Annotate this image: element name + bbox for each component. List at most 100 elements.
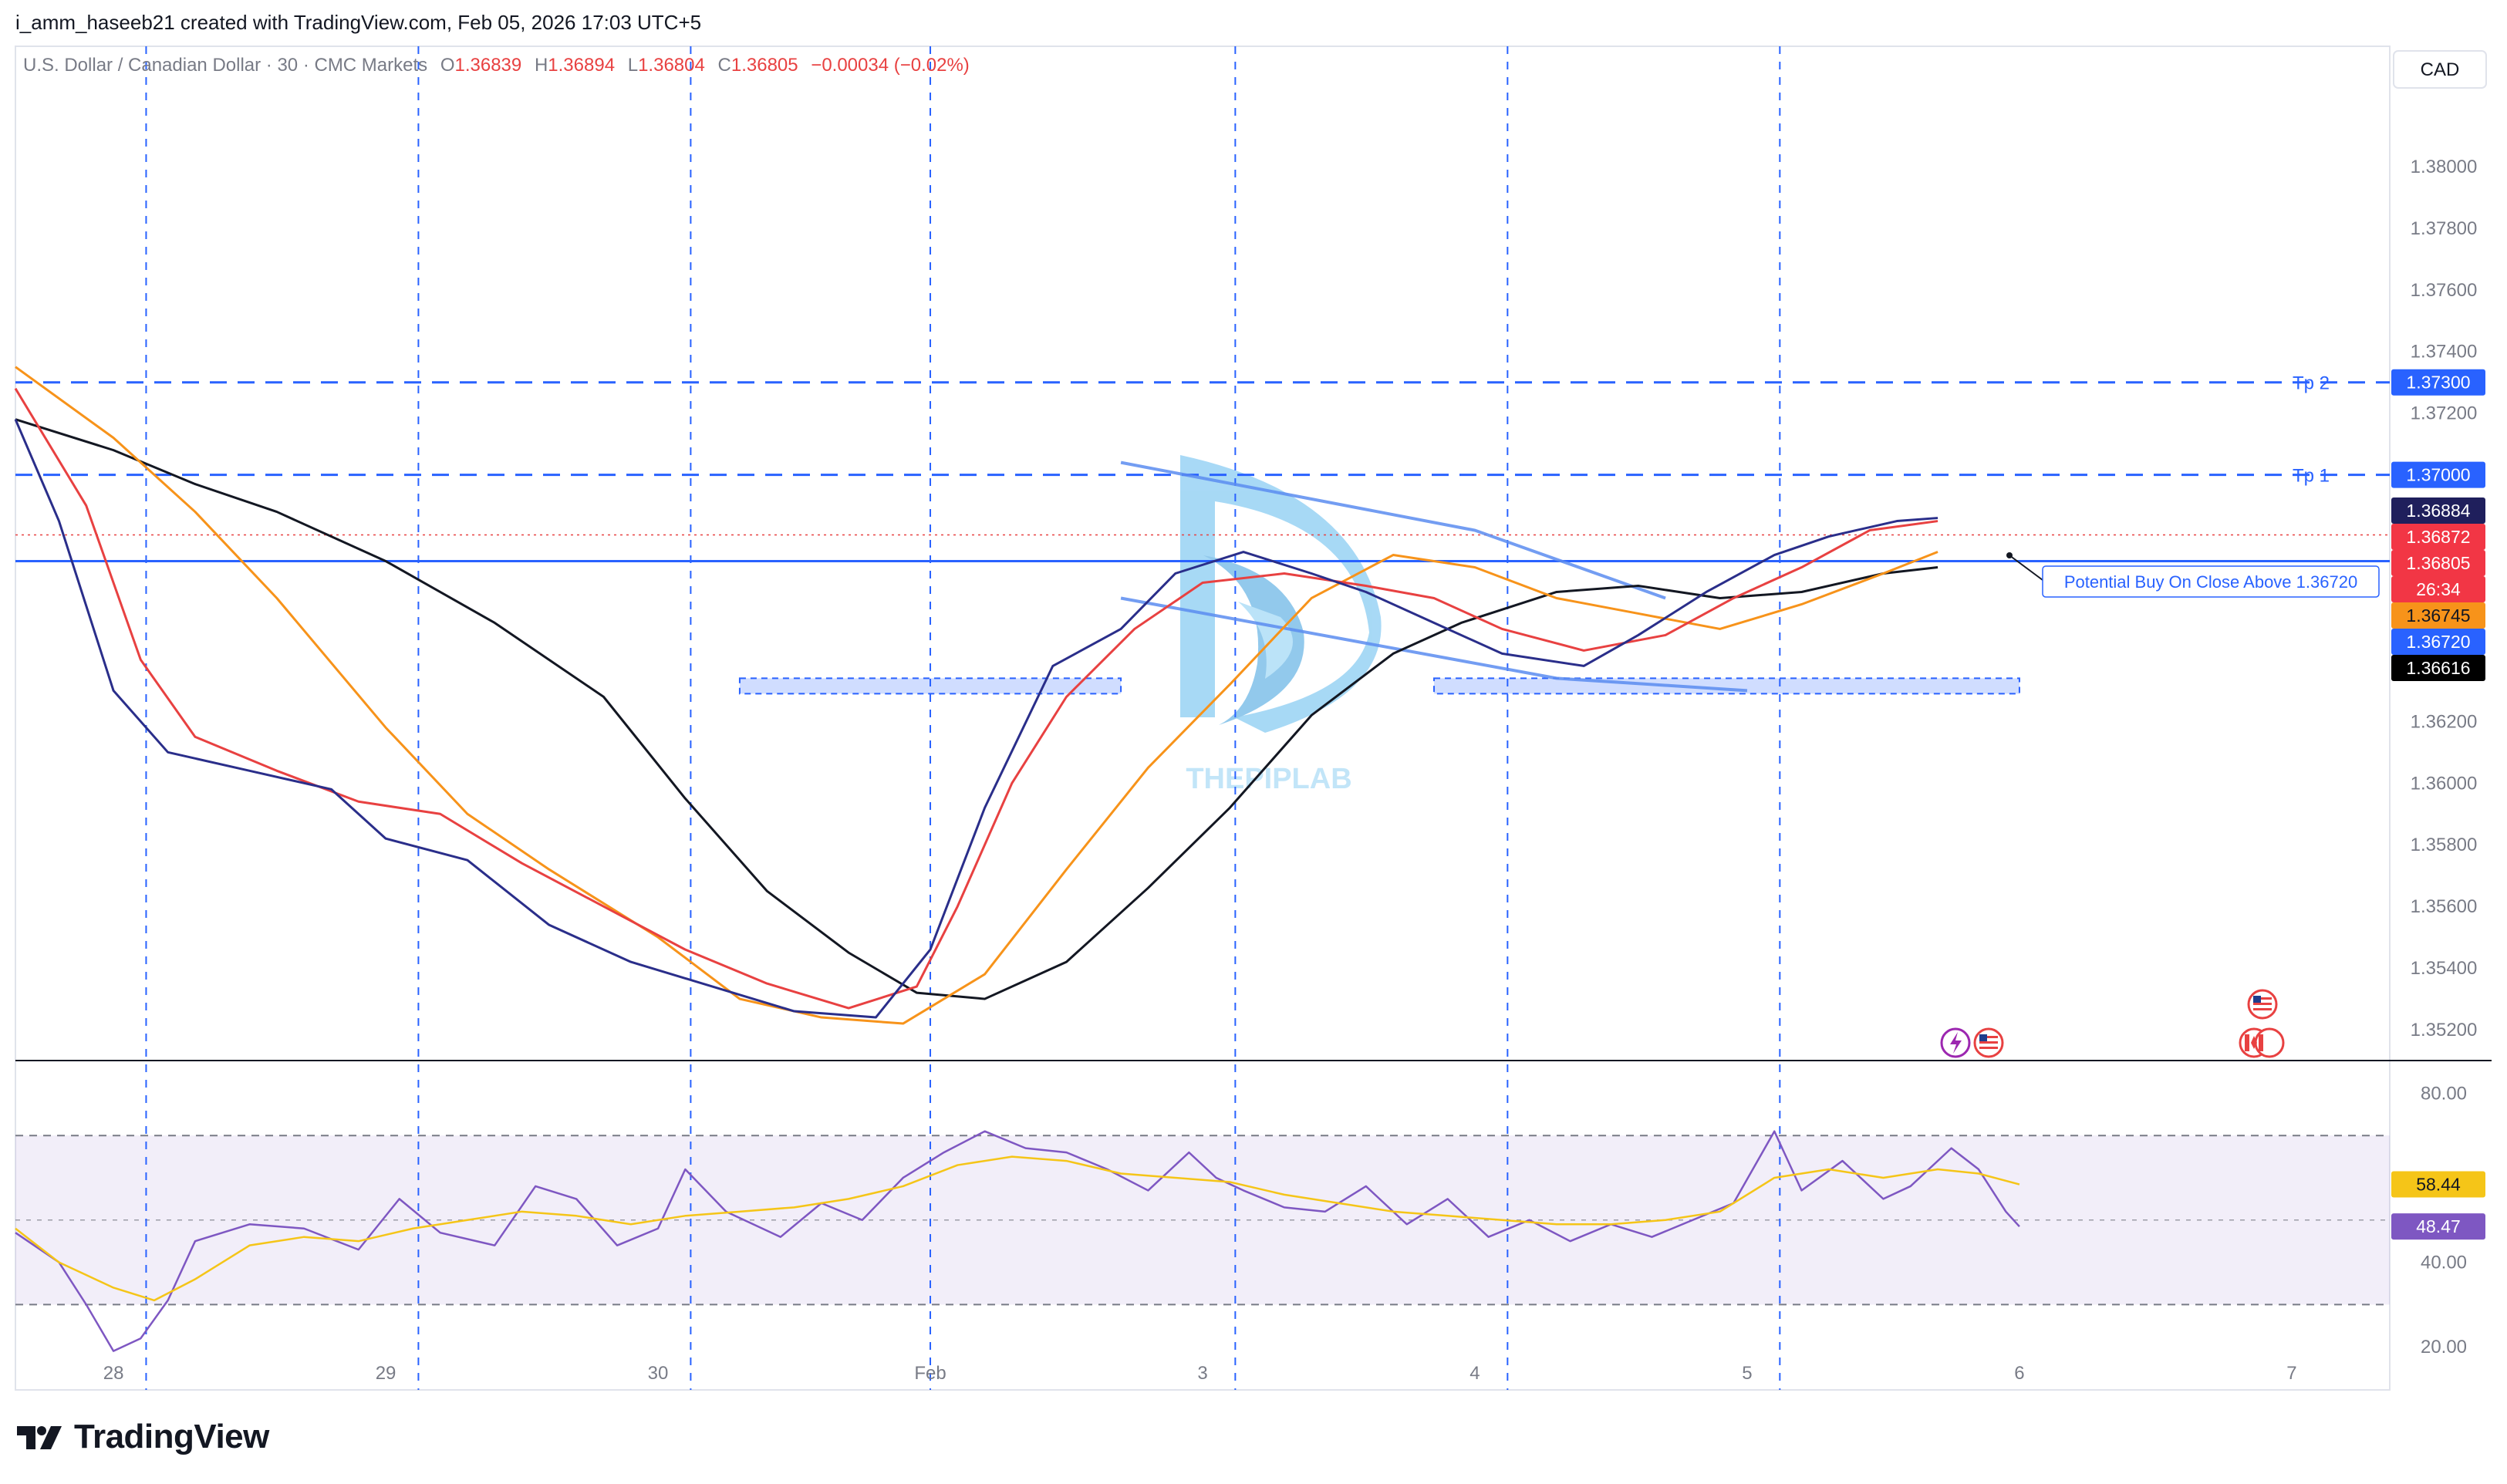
price-tick-label: 1.36000 — [2411, 773, 2478, 794]
us-flag-icon[interactable] — [2247, 989, 2278, 1020]
open-value: 1.36839 — [455, 55, 522, 76]
support-zones — [738, 677, 2020, 695]
price-tick-label: 1.38000 — [2411, 157, 2478, 177]
rsi-band — [15, 1135, 2390, 1306]
price-tick-label: 1.37200 — [2411, 403, 2478, 424]
canada-flag-icon[interactable] — [2239, 1027, 2285, 1058]
price-tick-label: 1.35200 — [2411, 1020, 2478, 1040]
price-label-text: 1.36720 — [2406, 632, 2470, 652]
annotation-callout[interactable]: Potential Buy On Close Above 1.36720 — [2006, 552, 2380, 598]
price-label-text: 1.36616 — [2406, 658, 2470, 678]
close-value: 1.36805 — [731, 55, 798, 76]
rsi-tick-label: 20.00 — [2421, 1337, 2467, 1358]
rsi-tick-label: 80.00 — [2421, 1083, 2467, 1104]
price-axis[interactable]: 1.380001.378001.376001.374001.372001.364… — [2411, 157, 2478, 1040]
price-label-box — [2391, 654, 2485, 681]
price-tick-label: 1.37400 — [2411, 342, 2478, 363]
rsi-tick-label: 40.00 — [2421, 1253, 2467, 1273]
rsi-axis[interactable]: 80.00 40.00 20.00 58.44 48.47 — [2391, 1083, 2485, 1358]
rsi-value-text: 48.47 — [2416, 1216, 2461, 1236]
time-tick-label: 7 — [2286, 1363, 2296, 1384]
time-tick-label: 3 — [1197, 1363, 1207, 1384]
symbol-legend[interactable]: U.S. Dollar / Canadian Dollar · 30 · CMC… — [23, 55, 970, 76]
wedge-lower-line — [1120, 596, 1748, 693]
close-label: C — [718, 55, 731, 76]
symbol-name: U.S. Dollar / Canadian Dollar · 30 · CMC… — [23, 55, 427, 76]
price-label-box — [2391, 628, 2485, 655]
target-label: Tp 2 — [2293, 373, 2330, 394]
price-label-box — [2391, 549, 2485, 576]
low-label: L — [628, 55, 638, 76]
price-label-box — [2391, 369, 2485, 396]
economic-events[interactable] — [1940, 989, 2285, 1058]
moving-average-line — [14, 419, 1938, 1019]
price-tick-label: 1.36200 — [2411, 711, 2478, 732]
price-label-text: 1.37300 — [2406, 373, 2470, 393]
us-flag-icon[interactable] — [1973, 1027, 2004, 1058]
moving-average-line — [14, 387, 1938, 1010]
time-tick-label: 29 — [376, 1363, 396, 1384]
reference-lines — [15, 381, 2390, 563]
price-label-text: 1.36805 — [2406, 553, 2470, 573]
price-label-text: 1.37000 — [2406, 465, 2470, 485]
change-value: −0.00034 (−0.02%) — [811, 55, 970, 76]
price-label-text: 26:34 — [2416, 579, 2461, 599]
high-value: 1.36894 — [548, 55, 615, 76]
price-tick-label: 1.37800 — [2411, 218, 2478, 239]
price-label-text: 1.36745 — [2406, 605, 2470, 626]
support-zone — [738, 677, 1122, 695]
price-label-box — [2391, 461, 2485, 488]
low-value: 1.36804 — [638, 55, 705, 76]
currency-button[interactable]: CAD — [2393, 50, 2487, 89]
price-labels: 1.37300 1.37000 1.36884 1.36872 1.36805 26:34… — [2391, 369, 2485, 681]
moving-average-line — [15, 366, 1938, 1025]
price-label-box — [2391, 602, 2485, 629]
time-tick-label: 6 — [2014, 1363, 2024, 1384]
price-tick-label: 1.35600 — [2411, 896, 2478, 917]
time-tick-label: Feb — [914, 1363, 946, 1384]
time-tick-label: 30 — [648, 1363, 669, 1384]
brand-name: TradingView — [74, 1418, 269, 1455]
tradingview-logo-icon — [17, 1426, 62, 1449]
rsi-background — [15, 1135, 2390, 1305]
time-axis[interactable]: 28 29 30 Feb 3 4 5 6 7 — [103, 1363, 2297, 1384]
high-label: H — [535, 55, 548, 76]
time-tick-label: 5 — [1742, 1363, 1752, 1384]
moving-average-line — [15, 418, 1938, 1000]
open-label: O — [440, 55, 455, 76]
rsi-series-line — [15, 1155, 2020, 1302]
rsi-value-box — [2391, 1171, 2485, 1198]
price-label-text: 1.36884 — [2406, 501, 2470, 521]
price-label-box — [2391, 497, 2485, 524]
annotation-anchor — [2006, 552, 2013, 558]
svg-text:CAD: CAD — [2421, 59, 2460, 80]
price-label-box — [2391, 575, 2485, 602]
rsi-series-line — [15, 1130, 2020, 1352]
support-zone — [1433, 677, 2020, 695]
svg-text:U.S. Dollar / Canadian Dollar: U.S. Dollar / Canadian Dollar · 30 · CMC… — [23, 55, 970, 76]
reference-labels: Tp 2 Tp 1 — [2293, 373, 2330, 487]
event-flash-icon[interactable] — [1940, 1027, 1971, 1058]
price-tick-label: 1.35800 — [2411, 835, 2478, 855]
target-label: Tp 1 — [2293, 466, 2330, 487]
tradingview-brand[interactable]: TradingView — [17, 1418, 269, 1456]
creator-caption: i_amm_haseeb21 created with TradingView.… — [15, 11, 702, 34]
time-tick-label: 28 — [103, 1363, 124, 1384]
price-label-text: 1.36872 — [2406, 527, 2470, 547]
price-tick-label: 1.35400 — [2411, 958, 2478, 979]
annotation-box — [2042, 565, 2380, 598]
rsi-value-text: 58.44 — [2416, 1175, 2461, 1195]
time-tick-label: 4 — [1469, 1363, 1480, 1384]
wedge-upper-line — [1120, 460, 1666, 600]
moving-averages — [14, 366, 1938, 1025]
price-label-box — [2391, 523, 2485, 550]
rsi-lines — [15, 1130, 2020, 1352]
wedge-pattern — [1120, 460, 1748, 693]
thepiplab-logo: THEPIPLAB — [1180, 455, 1382, 795]
rsi-value-box — [2391, 1213, 2485, 1240]
annotation-leader — [2009, 555, 2043, 581]
price-tick-label: 1.37600 — [2411, 280, 2478, 301]
chart-frame — [15, 46, 2391, 1391]
